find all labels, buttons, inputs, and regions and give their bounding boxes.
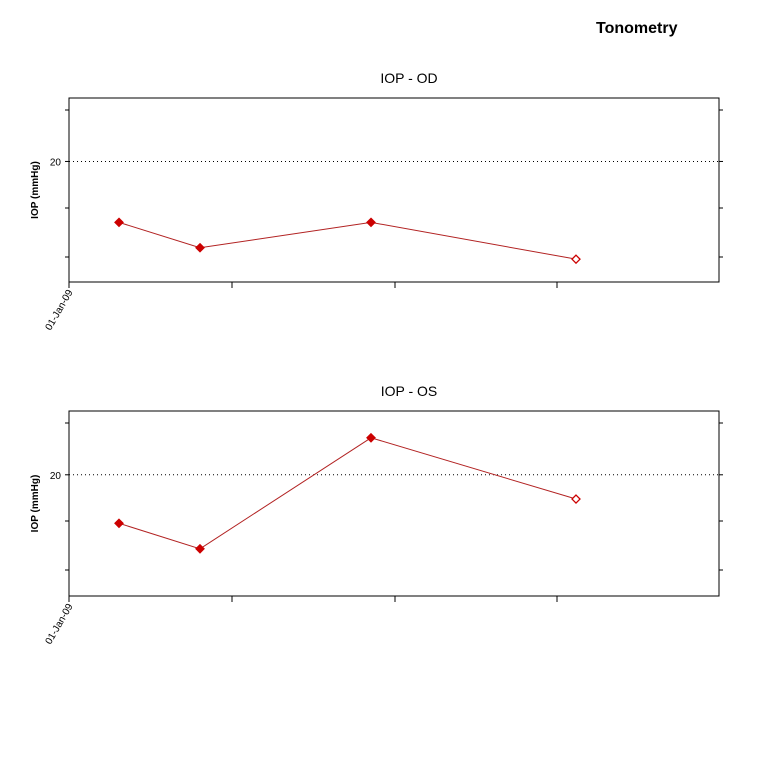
plot-frame bbox=[68, 410, 720, 597]
plot-frame bbox=[68, 97, 720, 283]
data-point bbox=[366, 217, 376, 228]
page-title: Tonometry bbox=[596, 20, 678, 37]
x-tick-label: 01-Jan-09 bbox=[44, 602, 76, 647]
data-point bbox=[195, 543, 205, 554]
data-point bbox=[571, 494, 581, 504]
series-line bbox=[118, 437, 577, 550]
x-tick-label: 01-Jan-09 bbox=[44, 288, 76, 333]
chart-1: IOP - OD IOP (mmHg) 20 01-Jan-09 bbox=[30, 70, 723, 332]
data-point bbox=[114, 518, 124, 529]
data-point bbox=[571, 254, 581, 265]
series-line bbox=[118, 221, 577, 260]
data-point bbox=[114, 217, 124, 228]
data-point bbox=[195, 242, 205, 253]
y-tick-label: 20 bbox=[50, 471, 62, 482]
chart-2: IOP - OS IOP (mmHg) 20 01-Jan-09 bbox=[30, 383, 723, 646]
chart-title: IOP - OS bbox=[381, 383, 438, 399]
y-axis-label: IOP (mmHg) bbox=[30, 161, 41, 219]
y-tick-label: 20 bbox=[50, 157, 62, 168]
y-axis-label: IOP (mmHg) bbox=[30, 475, 41, 533]
data-point bbox=[366, 432, 376, 443]
chart-title: IOP - OD bbox=[380, 70, 437, 86]
